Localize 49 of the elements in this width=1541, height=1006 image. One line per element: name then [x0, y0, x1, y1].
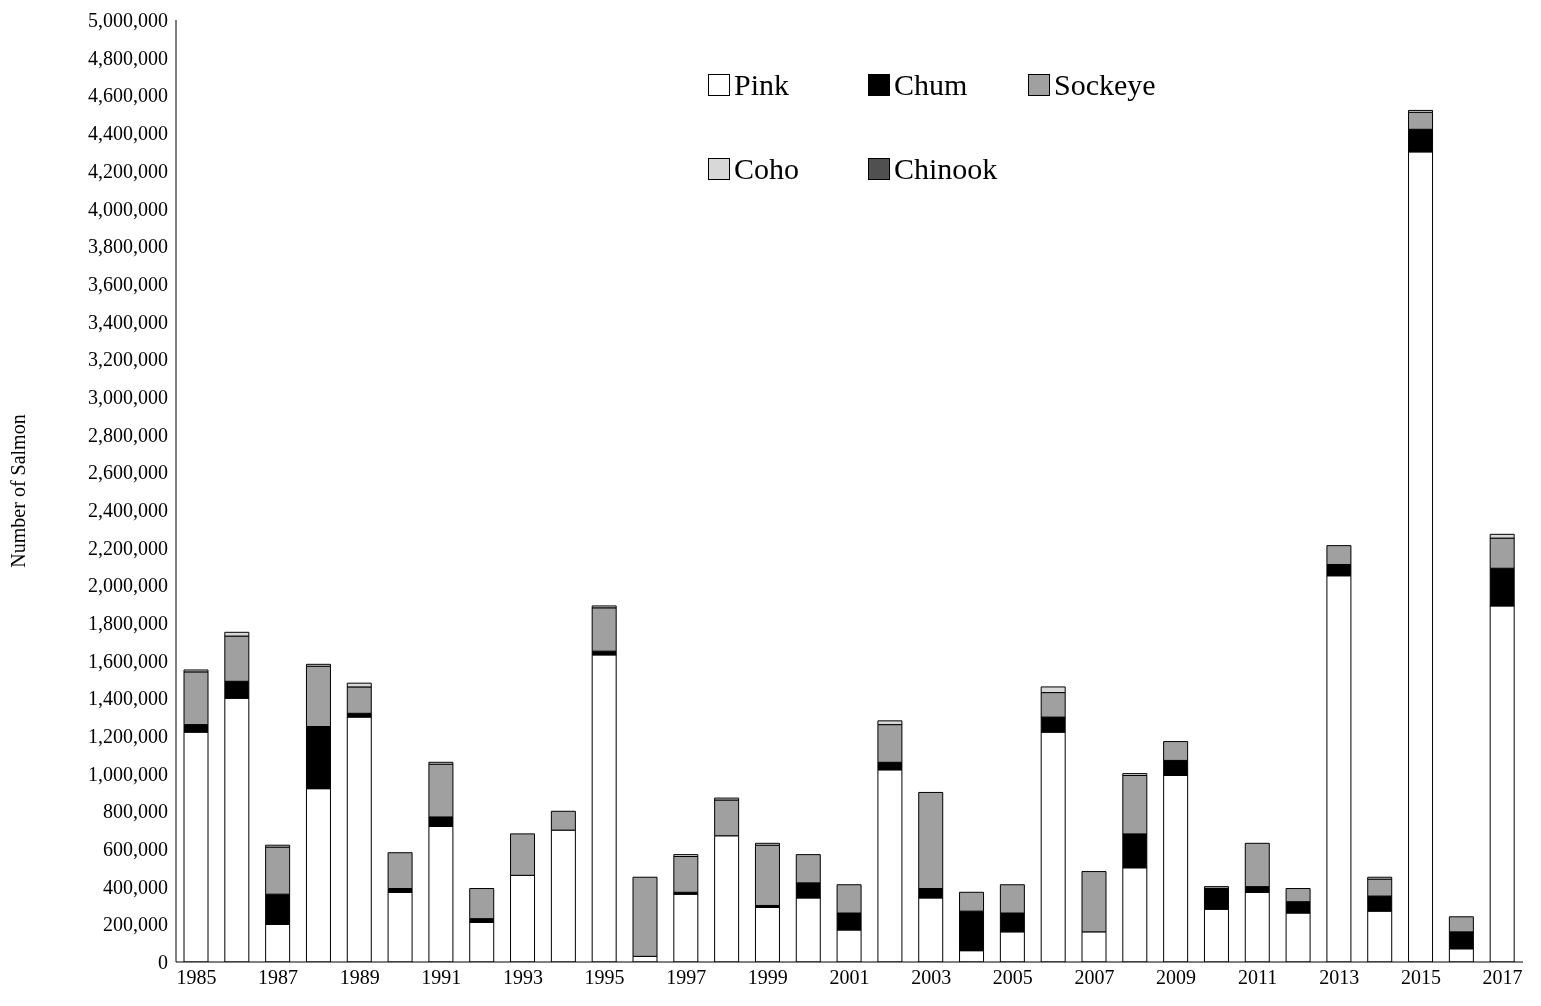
y-tick-label: 4,600,000 [88, 84, 168, 107]
x-tick-label: 1985 [176, 966, 217, 989]
x-tick-label: 1995 [584, 966, 625, 989]
x-tick-label: 2017 [1482, 966, 1523, 989]
y-tick-label: 5,000,000 [88, 9, 168, 32]
y-tick-label: 400,000 [103, 875, 168, 898]
legend-label: Chum [894, 68, 968, 102]
y-tick-label: 4,400,000 [88, 122, 168, 145]
x-tick-label: 2011 [1238, 966, 1278, 989]
y-tick-label: 2,200,000 [88, 536, 168, 559]
y-tick-label: 3,600,000 [88, 272, 168, 295]
x-tick-label: 2013 [1319, 966, 1360, 989]
y-axis-title: Number of Salmon [7, 414, 30, 568]
y-tick-label: 1,400,000 [88, 687, 168, 710]
y-tick-label: 3,400,000 [88, 310, 168, 333]
y-tick-label: 1,200,000 [88, 725, 168, 748]
y-tick-label: 1,800,000 [88, 611, 168, 634]
y-tick-label: 3,000,000 [88, 385, 168, 408]
x-tick-label: 1993 [502, 966, 543, 989]
x-tick-label: 2005 [992, 966, 1033, 989]
y-tick-label: 4,200,000 [88, 159, 168, 182]
y-tick-label: 1,000,000 [88, 762, 168, 785]
legend-label: Coho [734, 152, 800, 186]
y-tick-label: 2,600,000 [88, 461, 168, 484]
x-tick-label: 1991 [421, 966, 462, 989]
y-tick-label: 4,000,000 [88, 197, 168, 220]
x-tick-label: 2015 [1400, 966, 1441, 989]
y-tick-label: 2,800,000 [88, 423, 168, 446]
x-tick-label: 2003 [911, 966, 952, 989]
x-tick-label: 1999 [747, 966, 788, 989]
y-tick-label: 2,400,000 [88, 498, 168, 521]
y-tick-label: 3,200,000 [88, 348, 168, 371]
legend-label: Chinook [894, 152, 998, 186]
y-tick-label: 1,600,000 [88, 649, 168, 672]
y-tick-label: 2,000,000 [88, 574, 168, 597]
y-tick-label: 600,000 [103, 838, 168, 861]
x-tick-label: 1989 [339, 966, 380, 989]
y-tick-label: 0 [158, 951, 168, 974]
x-tick-label: 1987 [258, 966, 299, 989]
y-tick-label: 200,000 [103, 913, 168, 936]
legend-label: Sockeye [1054, 68, 1156, 102]
legend-label: Pink [734, 68, 790, 102]
x-tick-label: 2001 [829, 966, 870, 989]
y-tick-label: 800,000 [103, 800, 168, 823]
y-tick-label: 3,800,000 [88, 235, 168, 258]
x-tick-label: 1997 [666, 966, 707, 989]
y-tick-label: 4,800,000 [88, 46, 168, 69]
x-tick-label: 2007 [1074, 966, 1115, 989]
x-tick-label: 2009 [1156, 966, 1197, 989]
